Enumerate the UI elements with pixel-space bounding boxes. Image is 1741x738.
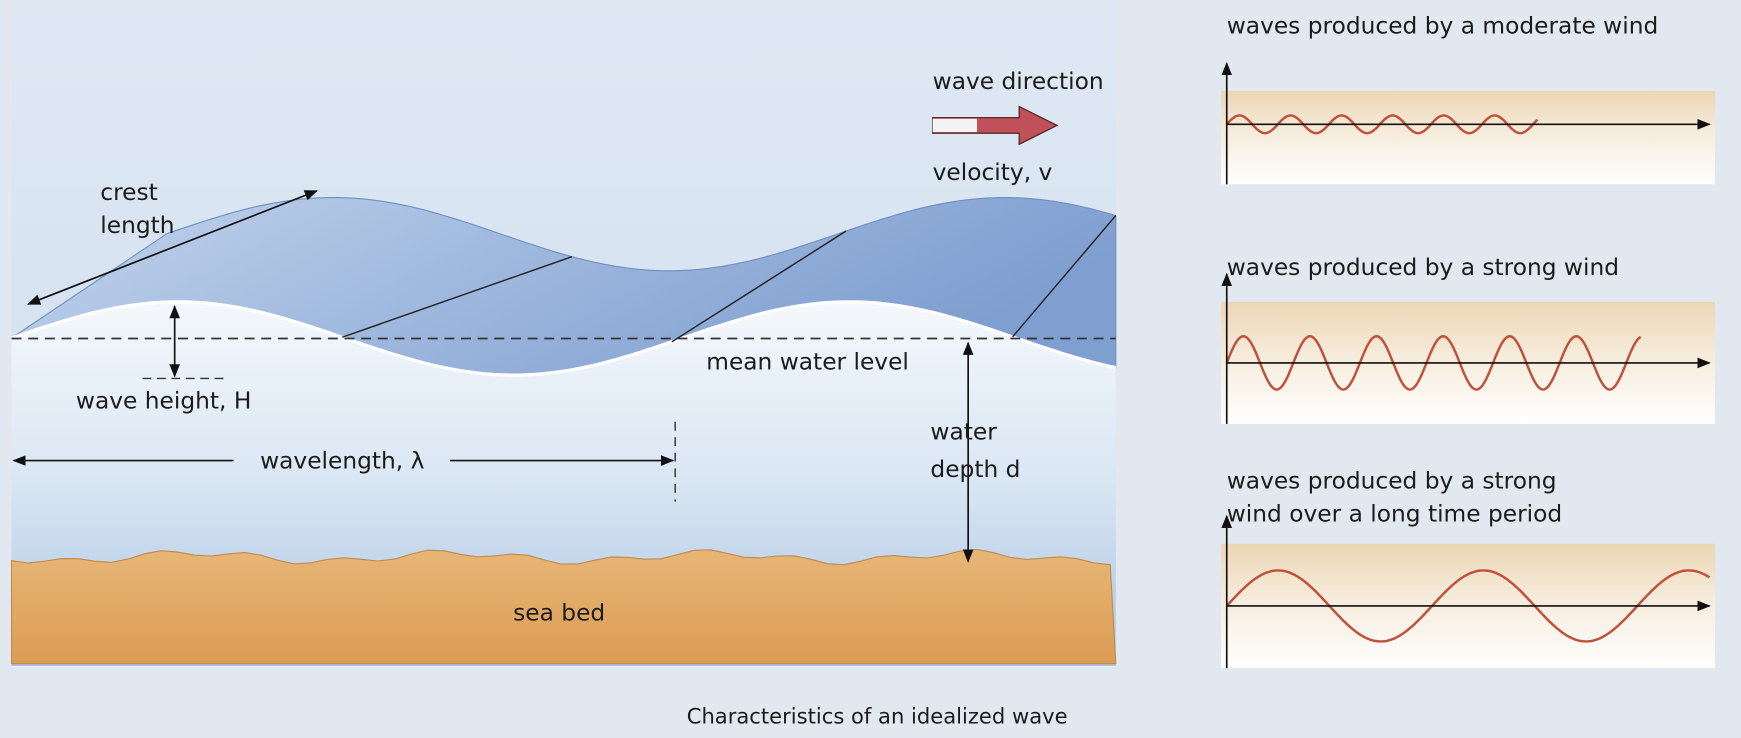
direction-arrow-tail [933,119,977,132]
water-depth-label: depth d [930,456,1020,483]
caption: Characteristics of an idealized wave [687,704,1068,729]
crest-label: crest [100,179,157,206]
wind-panels: waves produced by a moderate wind waves p… [1221,12,1715,668]
mean-level-label: mean water level [706,349,909,376]
wave-height-label: wave height, H [76,387,251,414]
wave-direction-label: wave direction [933,68,1104,95]
panel-title: waves produced by a strong wind [1227,254,1619,281]
wavelength-label: wavelength, λ [260,447,425,474]
panel-title: waves produced by a strong [1227,467,1557,494]
page: {"diagram": { "caption": "Characteristic… [0,0,1741,738]
water-depth-label: water [930,418,997,445]
diagram: crest length wave height, H wavelength, λ wa… [0,0,1741,738]
sea-bed-label: sea bed [513,599,605,626]
panel-title: waves produced by a moderate wind [1227,12,1659,39]
panel-bg [1221,91,1715,184]
panel-title: wind over a long time period [1227,501,1562,528]
crest-label: length [100,212,174,239]
velocity-label: velocity, v [933,159,1053,186]
